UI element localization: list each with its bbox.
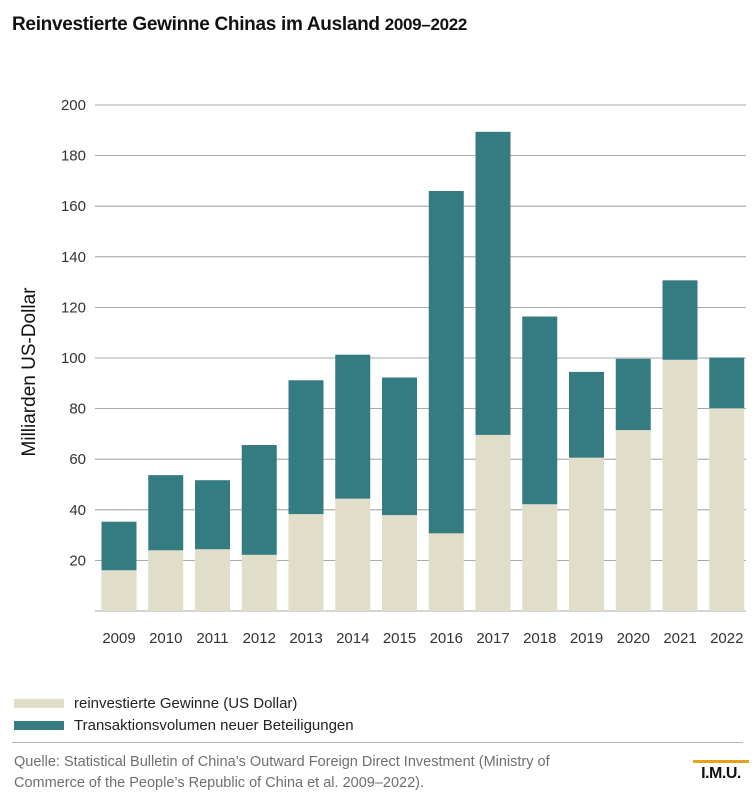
x-tick-label: 2011 bbox=[196, 630, 228, 647]
x-tick-label: 2022 bbox=[710, 630, 743, 647]
bar-segment-gewinne bbox=[475, 434, 511, 611]
x-tick-label: 2013 bbox=[289, 630, 322, 647]
bar-segment-transaktionsvolumen bbox=[195, 480, 230, 550]
bar-segment-transaktionsvolumen bbox=[288, 380, 324, 515]
bar-segment-transaktionsvolumen bbox=[615, 358, 651, 431]
bar-segment-transaktionsvolumen bbox=[475, 131, 511, 435]
bar-segment-gewinne bbox=[241, 554, 277, 611]
bar-segment-gewinne bbox=[709, 408, 745, 611]
x-tick-label: 2016 bbox=[430, 630, 463, 647]
legend: reinvestierte Gewinne (US Dollar) Transa… bbox=[14, 692, 354, 736]
bar-segment-gewinne bbox=[195, 549, 230, 611]
legend-label-transaktionsvolumen: Transaktionsvolumen neuer Beteiligungen bbox=[74, 716, 354, 734]
chart-title-text: Reinvestierte Gewinne Chinas im Ausland bbox=[12, 14, 380, 35]
bar-segment-transaktionsvolumen bbox=[148, 475, 184, 551]
y-tick-label: 200 bbox=[61, 97, 86, 114]
y-tick-label: 80 bbox=[69, 401, 86, 418]
bar-segment-transaktionsvolumen bbox=[101, 521, 137, 571]
bar-segment-transaktionsvolumen bbox=[382, 377, 417, 516]
x-tick-label: 2014 bbox=[336, 630, 369, 647]
y-tick-label: 60 bbox=[69, 451, 86, 468]
bar-segment-gewinne bbox=[335, 498, 371, 611]
y-tick-label: 120 bbox=[61, 299, 86, 316]
bar-segment-transaktionsvolumen bbox=[569, 371, 604, 458]
x-tick-label: 2021 bbox=[663, 630, 696, 647]
y-tick-label: 160 bbox=[61, 198, 86, 215]
x-tick-label: 2012 bbox=[243, 630, 276, 647]
bar-segment-gewinne bbox=[662, 359, 698, 611]
y-tick-label: 140 bbox=[61, 249, 86, 266]
bar-segment-gewinne bbox=[382, 515, 417, 611]
logo-bar bbox=[693, 760, 749, 763]
legend-item-gewinne: reinvestierte Gewinne (US Dollar) bbox=[14, 692, 354, 714]
y-tick-labels: 20 40 60 80 100 120 140 160 180 200 bbox=[61, 97, 86, 569]
bar-segment-transaktionsvolumen bbox=[335, 354, 371, 499]
legend-label-gewinne: reinvestierte Gewinne (US Dollar) bbox=[74, 694, 298, 712]
bars bbox=[101, 131, 745, 611]
bar-segment-gewinne bbox=[522, 504, 558, 611]
divider bbox=[12, 742, 743, 743]
y-tick-label: 100 bbox=[61, 350, 86, 367]
legend-item-transaktionsvolumen: Transaktionsvolumen neuer Beteiligungen bbox=[14, 714, 354, 736]
bar-segment-transaktionsvolumen bbox=[241, 445, 277, 555]
y-tick-label: 40 bbox=[69, 502, 86, 519]
legend-swatch-gewinne bbox=[14, 698, 64, 708]
imu-logo: I.M.U. bbox=[693, 760, 749, 783]
bar-segment-transaktionsvolumen bbox=[662, 280, 698, 360]
bar-segment-gewinne bbox=[428, 533, 464, 611]
logo-text: I.M.U. bbox=[701, 765, 741, 782]
x-tick-label: 2020 bbox=[617, 630, 650, 647]
bar-segment-gewinne bbox=[148, 550, 184, 611]
chart-title: Reinvestierte Gewinne Chinas im Ausland … bbox=[12, 14, 467, 36]
x-tick-label: 2015 bbox=[383, 630, 416, 647]
y-tick-label: 180 bbox=[61, 148, 86, 165]
bar-segment-transaktionsvolumen bbox=[428, 191, 464, 534]
source-note: Quelle: Statistical Bulletin of China’s … bbox=[14, 754, 550, 791]
bar-segment-gewinne bbox=[615, 430, 651, 611]
bar-segment-gewinne bbox=[101, 570, 137, 611]
legend-swatch-transaktionsvolumen bbox=[14, 720, 64, 730]
x-tick-label: 2009 bbox=[102, 630, 135, 647]
chart-title-years: 2009–2022 bbox=[384, 15, 468, 34]
bar-segment-transaktionsvolumen bbox=[709, 357, 745, 409]
x-tick-labels: 2009 2010 2011 2012 2013 2014 2015 2016 2017 2018… bbox=[102, 630, 743, 647]
y-axis-label: Milliarden US-Dollar bbox=[19, 287, 40, 457]
bar-segment-transaktionsvolumen bbox=[522, 316, 558, 505]
x-tick-label: 2017 bbox=[476, 630, 509, 647]
y-tick-label: 20 bbox=[69, 552, 86, 569]
x-tick-label: 2010 bbox=[149, 630, 182, 647]
x-tick-label: 2018 bbox=[523, 630, 556, 647]
bar-segment-gewinne bbox=[288, 514, 324, 611]
bar-segment-gewinne bbox=[569, 457, 604, 611]
x-tick-label: 2019 bbox=[570, 630, 603, 647]
